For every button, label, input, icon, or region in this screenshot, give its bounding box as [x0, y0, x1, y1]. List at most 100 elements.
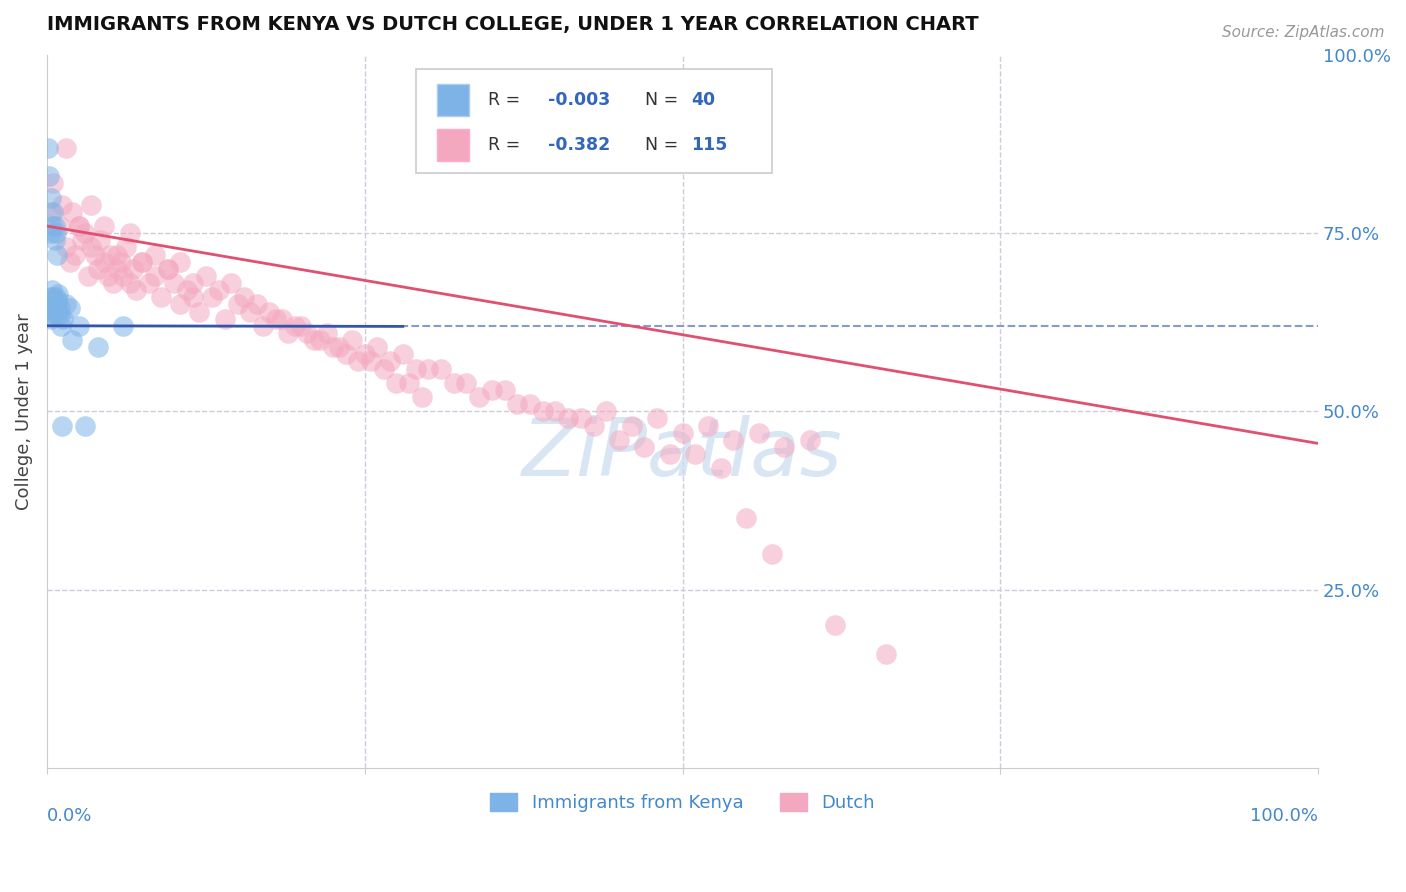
Point — [93, 219, 115, 233]
Point — [519, 397, 541, 411]
Point — [271, 311, 294, 326]
Point — [150, 290, 173, 304]
Point — [46, 308, 69, 322]
Point — [59, 301, 82, 315]
Point — [42, 297, 65, 311]
Point — [112, 268, 135, 283]
Point — [297, 326, 319, 340]
Point — [45, 226, 67, 240]
Point — [112, 318, 135, 333]
Point — [405, 361, 427, 376]
Point — [443, 376, 465, 390]
Point — [607, 433, 630, 447]
Point — [309, 333, 332, 347]
Point — [340, 333, 363, 347]
Point — [52, 311, 75, 326]
Point — [45, 290, 67, 304]
Point — [156, 261, 179, 276]
Point — [89, 233, 111, 247]
Text: N =: N = — [634, 136, 683, 154]
Point — [620, 418, 643, 433]
Point — [259, 304, 281, 318]
Point — [46, 247, 69, 261]
Point — [41, 283, 63, 297]
Point — [46, 297, 69, 311]
Point — [658, 447, 681, 461]
Point — [875, 647, 897, 661]
Point — [481, 383, 503, 397]
Point — [290, 318, 312, 333]
Point — [38, 293, 60, 308]
Point — [138, 276, 160, 290]
Point — [100, 247, 122, 261]
Point — [373, 361, 395, 376]
Point — [176, 283, 198, 297]
FancyBboxPatch shape — [416, 70, 772, 172]
Point — [252, 318, 274, 333]
Text: 100.0%: 100.0% — [1250, 807, 1319, 825]
Point — [710, 461, 733, 475]
Point — [214, 311, 236, 326]
Point — [697, 418, 720, 433]
Point — [131, 254, 153, 268]
Point — [44, 301, 66, 315]
Point — [181, 276, 204, 290]
Point — [239, 304, 262, 318]
Point — [118, 226, 141, 240]
Point — [42, 290, 65, 304]
Text: 40: 40 — [692, 91, 716, 109]
Point — [302, 333, 325, 347]
Point — [125, 283, 148, 297]
Point — [156, 261, 179, 276]
Point — [48, 301, 70, 315]
Point — [38, 297, 60, 311]
Point — [105, 261, 128, 276]
Text: -0.382: -0.382 — [548, 136, 610, 154]
Point — [671, 425, 693, 440]
Point — [456, 376, 478, 390]
Point — [143, 268, 166, 283]
Point — [773, 440, 796, 454]
Text: ZiPatlas: ZiPatlas — [522, 415, 842, 493]
Point — [51, 197, 73, 211]
Point — [59, 254, 82, 268]
Point — [114, 240, 136, 254]
Point — [748, 425, 770, 440]
Point — [430, 361, 453, 376]
Text: R =: R = — [488, 91, 526, 109]
Point — [41, 219, 63, 233]
Point — [353, 347, 375, 361]
Point — [46, 286, 69, 301]
Point — [87, 261, 110, 276]
Point — [110, 254, 132, 268]
Point — [93, 254, 115, 268]
Point — [55, 240, 77, 254]
Point — [194, 268, 217, 283]
Text: IMMIGRANTS FROM KENYA VS DUTCH COLLEGE, UNDER 1 YEAR CORRELATION CHART: IMMIGRANTS FROM KENYA VS DUTCH COLLEGE, … — [46, 15, 979, 34]
Point — [67, 219, 90, 233]
Point — [39, 226, 62, 240]
Point — [378, 354, 401, 368]
Point — [232, 290, 254, 304]
Point — [46, 293, 69, 308]
Point — [60, 333, 83, 347]
Point — [494, 383, 516, 397]
Point — [51, 418, 73, 433]
Point — [105, 247, 128, 261]
Point — [557, 411, 579, 425]
Point — [118, 276, 141, 290]
Point — [45, 304, 67, 318]
Point — [39, 190, 62, 204]
Point — [131, 254, 153, 268]
Point — [645, 411, 668, 425]
Point — [531, 404, 554, 418]
Point — [582, 418, 605, 433]
Point — [385, 376, 408, 390]
Point — [76, 268, 98, 283]
Point — [41, 308, 63, 322]
Point — [80, 240, 103, 254]
Point — [315, 326, 337, 340]
Point — [207, 283, 229, 297]
Point — [80, 197, 103, 211]
Point — [67, 318, 90, 333]
